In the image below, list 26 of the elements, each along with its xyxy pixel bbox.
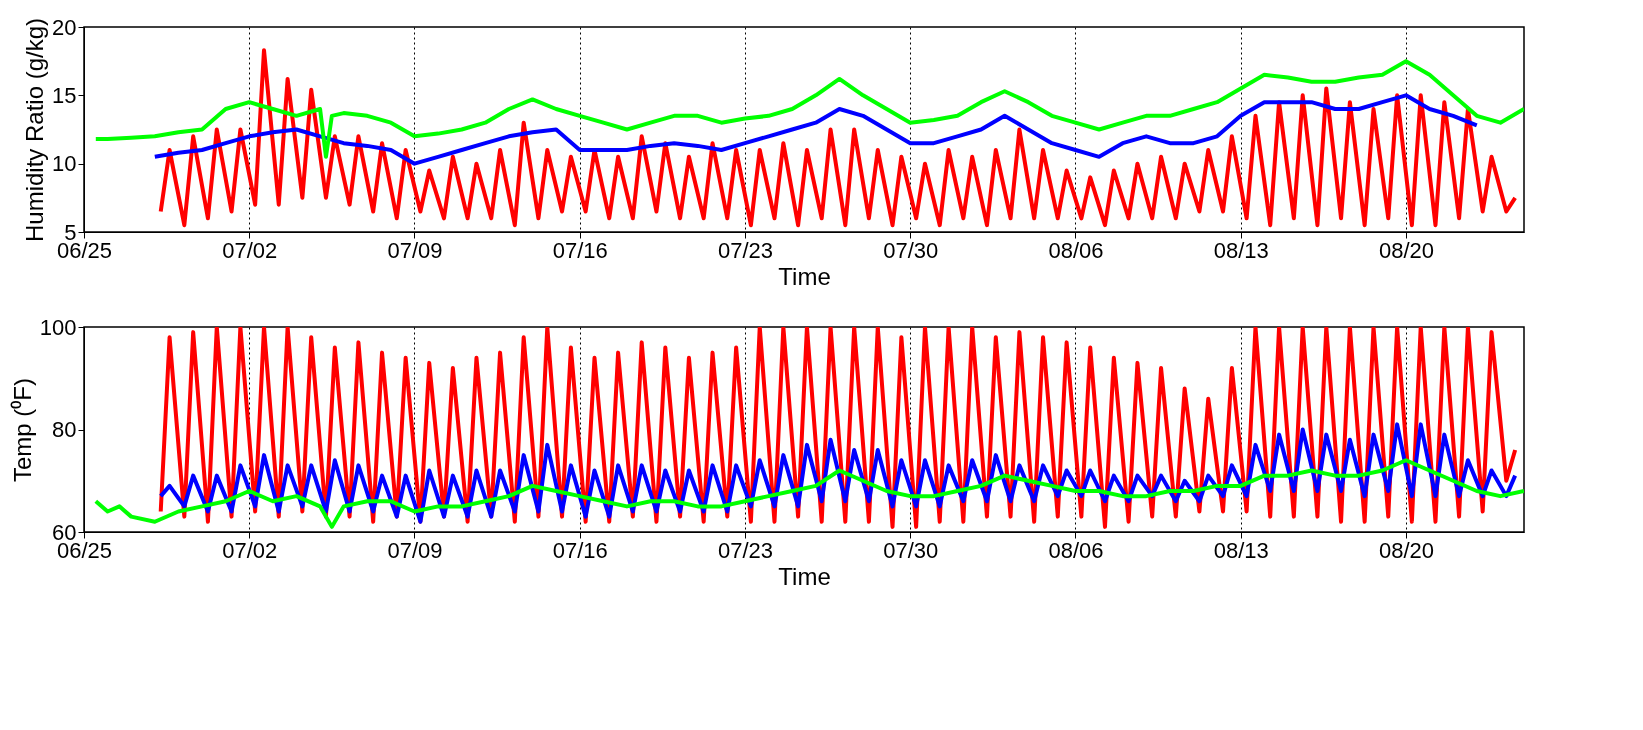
x-axis-title: Time: [778, 262, 831, 290]
y-axis-title: Temp (⁰F): [8, 378, 36, 482]
x-tick-label: 08/20: [1378, 537, 1434, 563]
x-tick-label: 07/16: [552, 237, 608, 263]
x-tick-label: 07/16: [552, 537, 608, 563]
y-tick-label: 15: [52, 82, 77, 108]
x-tick-label: 07/30: [883, 237, 939, 263]
x-tick-label: 07/23: [717, 237, 774, 263]
y-tick-label: 10: [52, 151, 77, 177]
x-tick-label: 08/06: [1048, 237, 1104, 263]
x-tick-label: 08/06: [1048, 537, 1104, 563]
line-series: [152, 93, 1479, 166]
x-tick-label: 08/13: [1213, 537, 1269, 563]
y-tick-label: 100: [39, 314, 77, 340]
x-tick-label: 08/20: [1378, 237, 1434, 263]
x-tick-label: 07/09: [387, 537, 443, 563]
y-tick-label: 80: [52, 417, 77, 442]
x-tick-label: 07/09: [387, 237, 443, 263]
x-tick-label: 07/02: [222, 537, 278, 563]
x-axis-title: Time: [778, 562, 831, 590]
x-tick-label: 07/30: [883, 537, 939, 563]
x-tick-label: 08/13: [1213, 237, 1269, 263]
x-tick-label: 07/02: [222, 237, 278, 263]
y-axis-title: Humidity Ratio (g/kg): [21, 17, 49, 243]
y-tick-label: 20: [52, 14, 77, 40]
x-tick-label: 07/23: [717, 537, 774, 563]
